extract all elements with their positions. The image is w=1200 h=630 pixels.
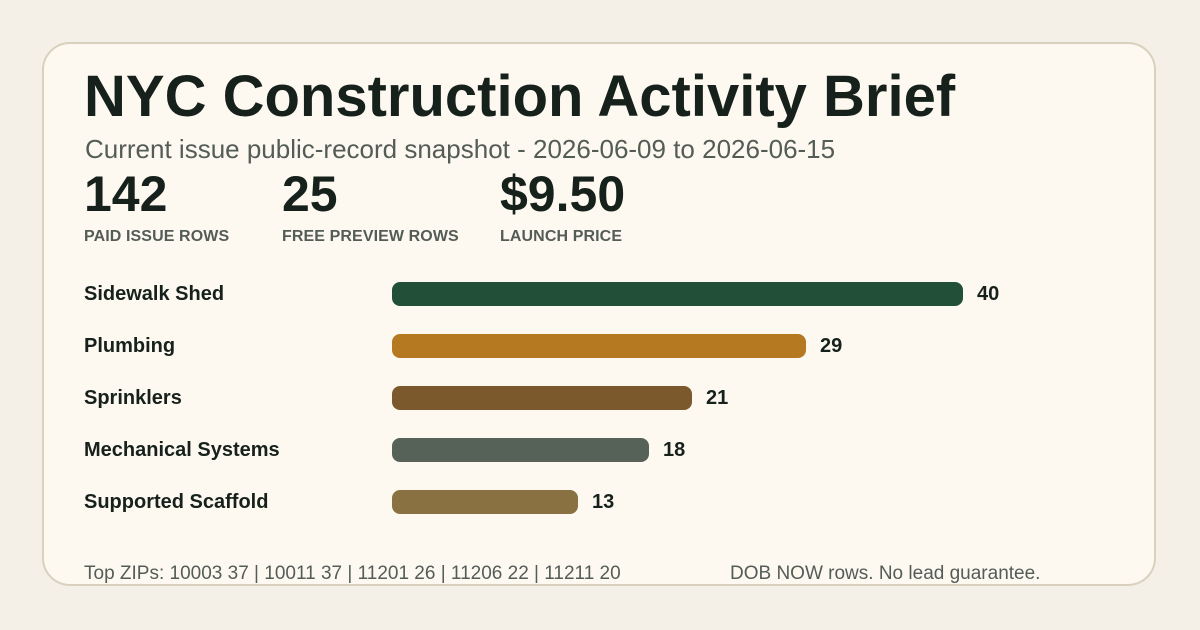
- stat-label: PAID ISSUE ROWS: [84, 228, 230, 245]
- category-label: Plumbing: [84, 335, 176, 357]
- category-label: Supported Scaffold: [84, 491, 269, 513]
- footer-top-zips: Top ZIPs: 10003 37 | 10011 37 | 11201 26…: [84, 563, 621, 584]
- bar: [392, 438, 649, 462]
- stat-value: 142: [84, 166, 168, 222]
- page-title: NYC Construction Activity Brief: [84, 64, 956, 129]
- bar-row: Mechanical Systems 18: [0, 438, 1200, 462]
- bar: [392, 334, 806, 358]
- value-label: 29: [820, 335, 843, 357]
- stat-label: FREE PREVIEW ROWS: [282, 228, 459, 245]
- value-label: 18: [663, 439, 686, 461]
- bar-row: Sidewalk Shed 40: [0, 282, 1200, 306]
- stat-value: 25: [282, 166, 338, 222]
- stat-label: LAUNCH PRICE: [500, 228, 623, 245]
- bar: [392, 386, 692, 410]
- category-label: Mechanical Systems: [84, 439, 280, 461]
- value-label: 13: [592, 491, 615, 513]
- bar: [392, 282, 963, 306]
- category-label: Sprinklers: [84, 387, 182, 409]
- stat-paid-issue-rows: 142 PAID ISSUE ROWS: [84, 166, 229, 246]
- bar-row: Plumbing 29: [0, 334, 1200, 358]
- brief-card: [42, 42, 1156, 586]
- bar-row: Sprinklers 21: [0, 386, 1200, 410]
- category-label: Sidewalk Shed: [84, 283, 225, 305]
- footer-disclaimer: DOB NOW rows. No lead guarantee.: [730, 563, 1041, 584]
- bar-row: Supported Scaffold 13: [0, 490, 1200, 514]
- stat-value: $9.50: [500, 166, 626, 222]
- value-label: 40: [977, 283, 1000, 305]
- page-subtitle: Current issue public-record snapshot - 2…: [85, 134, 836, 164]
- value-label: 21: [706, 387, 729, 409]
- stat-launch-price: $9.50 LAUNCH PRICE: [500, 166, 625, 246]
- bar: [392, 490, 578, 514]
- stat-free-preview-rows: 25 FREE PREVIEW ROWS: [282, 166, 459, 246]
